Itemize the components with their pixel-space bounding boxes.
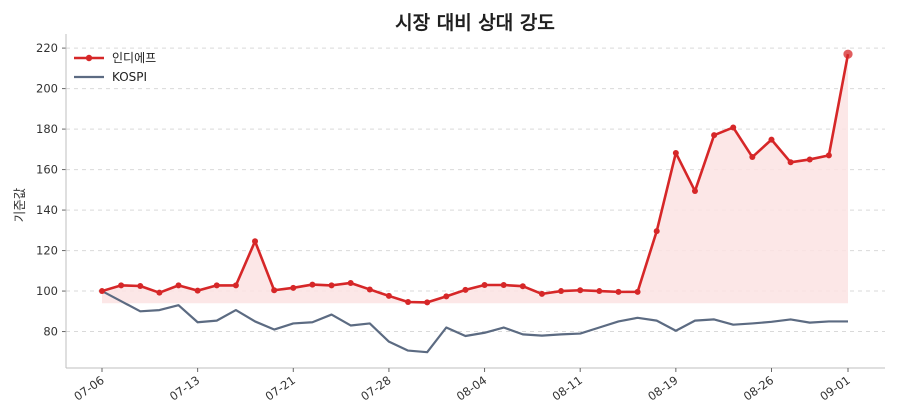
series-line-main <box>101 53 850 304</box>
data-point <box>787 159 794 166</box>
data-point <box>385 292 392 299</box>
data-point <box>653 228 660 235</box>
y-axis-label: 기준값 <box>12 187 27 222</box>
data-point <box>118 282 125 289</box>
data-point <box>309 281 316 288</box>
data-point <box>347 279 354 286</box>
data-point <box>825 152 832 159</box>
data-point <box>405 298 412 305</box>
y-tick-label: 80 <box>43 325 58 339</box>
data-point <box>462 286 469 293</box>
x-tick-label: 08-11 <box>550 373 585 404</box>
data-point <box>615 288 622 295</box>
y-tick-label: 200 <box>36 82 58 96</box>
data-point <box>768 136 775 143</box>
legend-label-main: 인디에프 <box>112 51 156 65</box>
data-point <box>634 288 641 295</box>
data-point <box>175 282 182 289</box>
data-point <box>99 288 105 295</box>
data-point <box>424 299 431 306</box>
x-tick-label: 08-26 <box>741 373 776 404</box>
data-point <box>711 132 718 139</box>
data-point <box>691 188 698 195</box>
data-point <box>252 238 259 245</box>
x-tick-label: 07-06 <box>71 373 106 404</box>
data-point <box>558 288 565 295</box>
legend-label-kospi: KOSPI <box>112 70 147 84</box>
data-point <box>538 290 545 297</box>
y-tick-label: 100 <box>36 284 58 298</box>
chart-title: 시장 대비 상대 강도 <box>395 12 555 34</box>
data-point <box>213 282 220 289</box>
data-point <box>730 124 737 131</box>
data-point <box>672 149 679 156</box>
y-tick-label: 220 <box>36 41 58 55</box>
data-point <box>232 282 239 289</box>
x-tick-label: 09-01 <box>817 373 852 404</box>
data-point <box>137 283 144 289</box>
y-tick-label: 160 <box>36 163 58 177</box>
y-tick-label: 180 <box>36 122 58 136</box>
y-tick-label: 140 <box>36 203 58 217</box>
x-tick-label: 08-04 <box>454 373 489 404</box>
legend: 인디에프 KOSPI <box>74 51 156 84</box>
data-point <box>194 287 201 294</box>
x-tick-label: 07-21 <box>263 373 298 404</box>
data-point <box>577 287 584 294</box>
series-layer <box>99 49 853 354</box>
data-point <box>806 156 813 163</box>
y-tick-label: 120 <box>36 244 58 258</box>
x-tick-label: 08-19 <box>645 373 680 404</box>
x-tick-label: 07-13 <box>167 373 202 404</box>
data-point <box>156 289 163 296</box>
legend-marker-main <box>85 54 93 62</box>
data-point <box>519 283 526 290</box>
data-point <box>843 49 853 59</box>
series-line-kospi <box>101 290 848 354</box>
data-point <box>749 154 756 161</box>
data-point <box>271 287 278 294</box>
data-point <box>328 282 335 289</box>
data-point <box>596 288 603 295</box>
series-area-fill <box>102 54 848 304</box>
data-point <box>500 281 507 288</box>
axes: 80 100 120 140 160 180 200 220 07-06 07-13 07-21 07… <box>36 34 885 404</box>
data-point <box>443 293 450 300</box>
data-point <box>481 281 488 288</box>
data-point <box>366 286 373 293</box>
data-point <box>290 284 297 291</box>
x-tick-label: 07-28 <box>358 373 393 404</box>
